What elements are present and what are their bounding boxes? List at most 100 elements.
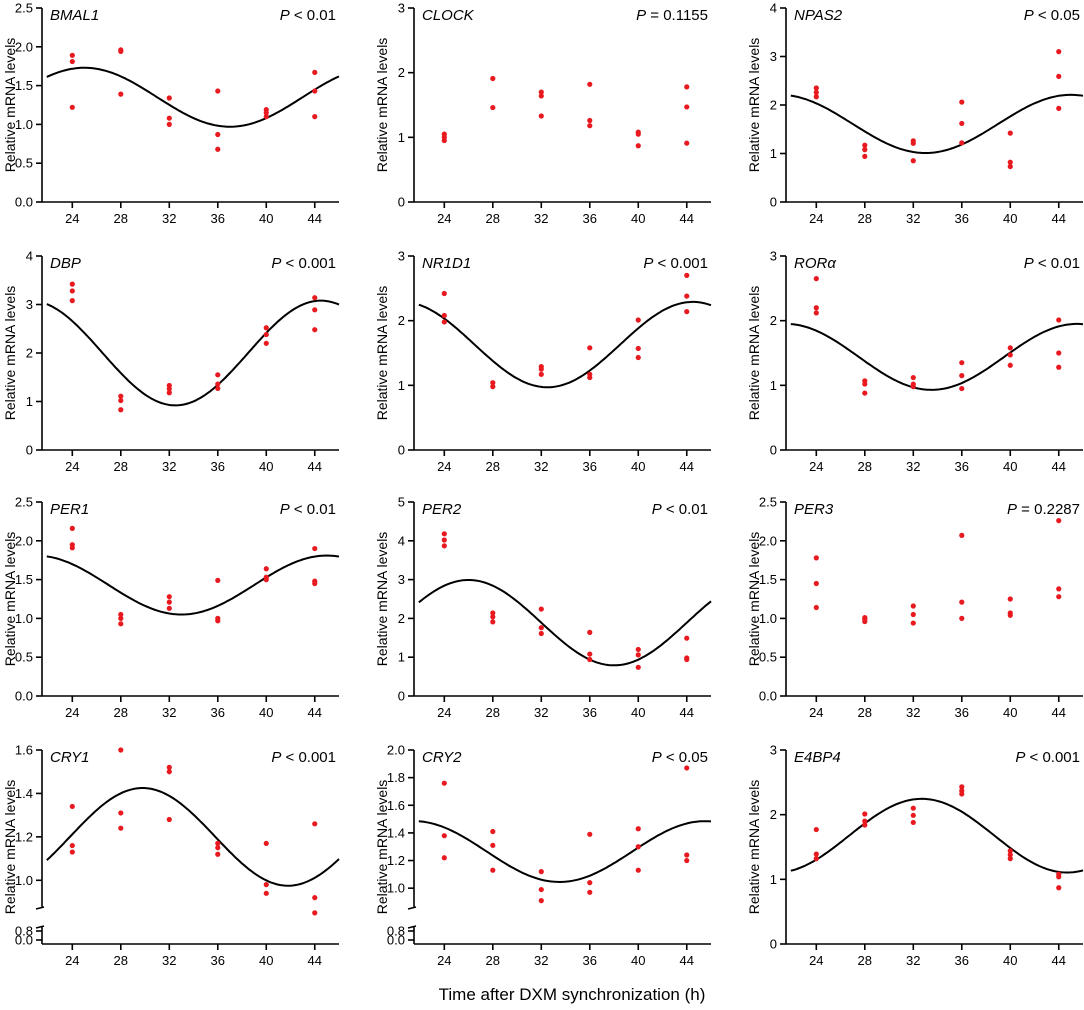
x-tick-label: 32	[906, 953, 920, 968]
y-axis-label: Relative mRNA levels	[374, 532, 390, 667]
y-tick-label: 2.5	[759, 495, 777, 510]
data-point	[959, 360, 965, 366]
data-point	[312, 88, 318, 94]
data-point	[813, 276, 819, 282]
p-value-text: < 0.01	[1034, 255, 1080, 272]
x-tick-label: 40	[631, 211, 645, 226]
data-point	[1056, 350, 1062, 356]
gene-name: CRY1	[50, 749, 89, 766]
data-point	[441, 833, 447, 839]
y-tick-label: 1	[398, 378, 405, 393]
data-point	[490, 75, 496, 82]
data-point	[684, 293, 690, 299]
y-axis-break-mark	[35, 906, 45, 910]
data-point	[959, 140, 965, 146]
data-point	[587, 117, 593, 124]
data-point	[635, 143, 641, 149]
y-tick-label: 0.5	[15, 650, 33, 665]
data-point	[635, 345, 641, 352]
data-point	[1056, 73, 1062, 79]
data-point	[69, 52, 75, 58]
data-point	[166, 594, 172, 600]
y-axis-label: Relative mRNA levels	[374, 780, 390, 915]
data-point	[215, 381, 221, 387]
data-point	[587, 123, 593, 129]
y-tick-label: 2	[770, 807, 777, 822]
p-value: P = 0.2287	[1007, 501, 1080, 518]
data-point	[215, 840, 221, 846]
chart-panel-per3: 24 28 32 36 40 44 0.0 0.5 1.0 1.5 2.0 2.5 Relative m…	[746, 495, 1083, 720]
x-tick-label: 44	[680, 211, 694, 226]
y-tick-label: 0.5	[15, 156, 33, 171]
x-tick-label: 28	[858, 953, 872, 968]
y-tick-label: 2.5	[15, 1, 33, 16]
y-tick-label: 1.0	[15, 611, 33, 626]
data-point	[69, 525, 75, 531]
gene-name: CRY2	[422, 749, 462, 766]
data-point	[813, 826, 819, 833]
y-tick-label: 1.5	[759, 572, 777, 587]
p-value-text: < 0.001	[1025, 749, 1080, 766]
data-point	[312, 307, 318, 313]
data-point	[263, 840, 269, 846]
x-tick-label: 44	[680, 953, 694, 968]
x-tick-label: 24	[809, 459, 823, 474]
data-point	[166, 599, 172, 605]
data-point	[312, 545, 318, 552]
data-point	[118, 611, 124, 618]
data-point	[587, 629, 593, 635]
y-tick-label: 1.6	[387, 798, 405, 813]
data-point	[959, 615, 965, 622]
data-point	[312, 114, 318, 120]
data-point	[538, 606, 544, 612]
data-point	[538, 93, 544, 99]
x-tick-label: 40	[1003, 459, 1017, 474]
y-tick-label: 2	[398, 313, 405, 328]
y-tick-label: 0.0	[15, 933, 33, 948]
fit-curve	[790, 93, 1084, 154]
x-tick-label: 24	[809, 953, 823, 968]
fit-curve	[790, 322, 1084, 391]
y-tick-label: 0	[26, 443, 33, 458]
data-point	[118, 407, 124, 413]
data-point	[441, 312, 447, 319]
x-tick-label: 32	[534, 705, 548, 720]
data-point	[490, 610, 496, 616]
y-tick-label: 1.2	[15, 829, 33, 844]
x-tick-label: 36	[211, 459, 225, 474]
data-point	[312, 895, 318, 901]
data-point	[215, 618, 221, 624]
fit-curve	[46, 554, 340, 616]
data-point	[441, 319, 447, 325]
data-point	[118, 747, 124, 753]
y-tick-label: 1.0	[15, 117, 33, 132]
x-tick-label: 36	[583, 211, 597, 226]
data-point	[684, 272, 690, 278]
data-point	[312, 580, 318, 587]
y-tick-label: 4	[770, 1, 777, 16]
data-point	[490, 380, 496, 386]
data-point	[538, 886, 544, 893]
x-tick-label: 24	[437, 459, 451, 474]
data-point	[118, 393, 124, 399]
data-point	[1007, 352, 1013, 358]
data-point	[635, 354, 641, 361]
x-tick-label: 32	[906, 459, 920, 474]
y-tick-label: 4	[26, 249, 33, 264]
p-value: P < 0.01	[652, 501, 708, 518]
p-value: P < 0.05	[1024, 7, 1080, 24]
x-tick-label: 44	[680, 705, 694, 720]
data-point	[538, 898, 544, 904]
data-point	[69, 849, 75, 855]
fit-curve	[46, 66, 340, 128]
y-tick-label: 0.8	[387, 924, 405, 939]
data-point	[490, 614, 496, 620]
data-point	[118, 48, 124, 55]
data-point	[862, 811, 868, 817]
data-point	[910, 812, 916, 818]
data-point	[312, 69, 318, 76]
data-point	[490, 104, 496, 111]
data-point	[813, 555, 819, 561]
data-point	[1007, 852, 1013, 858]
